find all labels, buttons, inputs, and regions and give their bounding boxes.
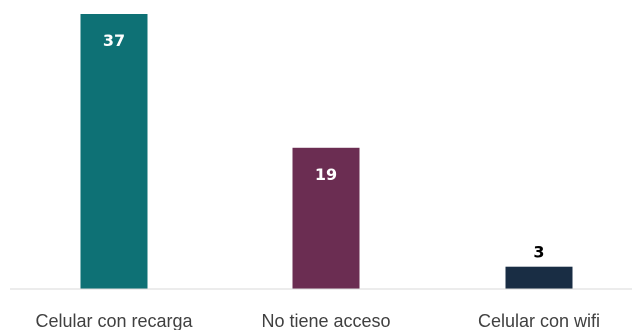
- category-label-3: Celular con wifi: [478, 311, 600, 330]
- value-label-2: 19: [315, 165, 337, 184]
- bar-2: [292, 147, 360, 289]
- category-labels-group: Celular con recarga No tiene acceso Celula…: [35, 311, 600, 330]
- value-labels-group: 37 19 3: [103, 31, 545, 262]
- category-label-2: No tiene acceso: [261, 311, 390, 330]
- bars-group: [80, 14, 573, 289]
- value-label-3: 3: [533, 243, 544, 262]
- bar-3: [505, 266, 573, 289]
- category-label-1: Celular con recarga: [35, 311, 193, 330]
- bar-1: [80, 14, 148, 289]
- value-label-1: 37: [103, 31, 125, 50]
